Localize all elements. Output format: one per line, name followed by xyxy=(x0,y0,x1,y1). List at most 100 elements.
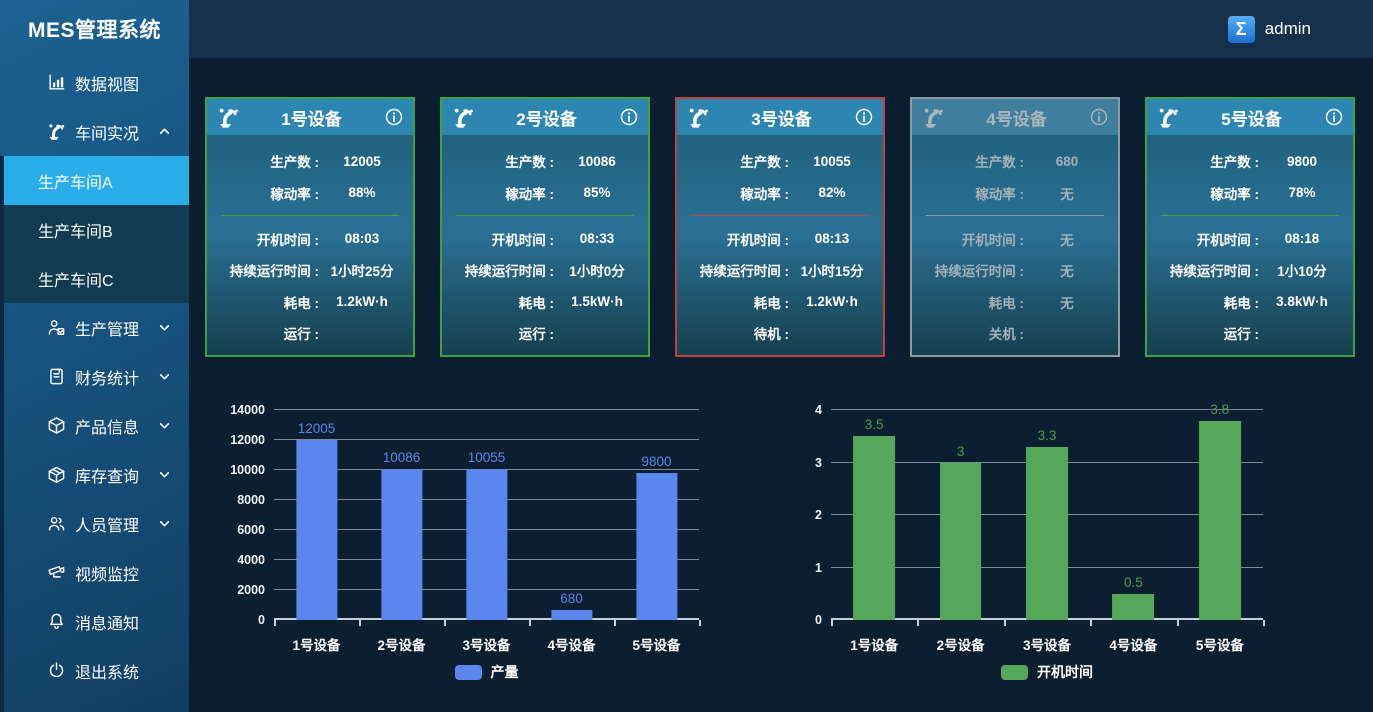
card-field-label: 持续运行时间 : xyxy=(1169,264,1259,279)
y-tick-label: 14000 xyxy=(230,403,265,417)
chart-plot: 0 1 2 3 4 3.5 3 3.3 0.5 3.8 xyxy=(815,402,1265,627)
bell-icon xyxy=(47,612,66,631)
sidebar-item-notifications[interactable]: 消息通知 xyxy=(0,597,189,646)
sidebar-subitem-workshop-c[interactable]: 生产车间C xyxy=(38,272,114,290)
sidebar-item-workshop-live[interactable]: 车间实况 xyxy=(0,107,189,156)
card-field-label: 持续运行时间 : xyxy=(229,264,319,279)
card-field-label: 开机时间 : xyxy=(491,232,554,248)
card-field-label: 稼动率 : xyxy=(270,186,319,202)
submenu-workshop-live: 生产车间A 生产车间B 生产车间C xyxy=(0,156,189,303)
card-field-label: 持续运行时间 : xyxy=(934,264,1024,279)
card-field-label: 生产数 : xyxy=(270,155,319,170)
bar[interactable] xyxy=(1198,420,1241,620)
card-divider xyxy=(221,215,399,216)
sidebar-item-production-mgmt[interactable]: 生产管理 xyxy=(0,303,189,352)
info-icon[interactable] xyxy=(1323,107,1344,128)
info-icon[interactable] xyxy=(853,107,874,128)
y-tick-label: 10000 xyxy=(230,463,265,477)
bar[interactable] xyxy=(635,473,678,620)
bar[interactable] xyxy=(939,462,982,620)
chart-plot: 0 2000 4000 6000 8000 10000 12000 14000 12005 100… xyxy=(230,403,701,627)
gridline xyxy=(274,409,699,410)
x-category-label: 3号设备 xyxy=(1023,638,1072,653)
x-category-label: 5号设备 xyxy=(1195,638,1244,653)
info-icon[interactable] xyxy=(383,107,404,128)
card-field-label: 开机时间 : xyxy=(1196,232,1259,248)
production-value: 12005 xyxy=(343,153,381,169)
card-field-label: 生产数 : xyxy=(505,155,554,170)
production-value: 10055 xyxy=(813,153,851,169)
bar[interactable] xyxy=(465,469,508,620)
bar[interactable] xyxy=(380,468,423,620)
legend-swatch xyxy=(1001,664,1028,680)
sidebar-item-label: 消息通知 xyxy=(75,615,140,633)
sidebar-subitem-workshop-a[interactable]: 生产车间A xyxy=(0,156,189,205)
chart-legend[interactable]: 开机时间 xyxy=(831,662,1263,682)
production-value: 9800 xyxy=(1286,153,1318,169)
device-card-body: 生产数 : 10086 稼动率 : 85% 开机时间 : 08:33 持续运行时间 : 1小时… xyxy=(442,135,648,355)
bar[interactable] xyxy=(853,436,896,620)
card-row: 生产数 : 10086 xyxy=(450,149,640,173)
user-menu[interactable]: Σ admin xyxy=(1227,15,1311,43)
chart-legend[interactable]: 产量 xyxy=(274,662,699,682)
x-axis-tick xyxy=(614,620,616,626)
sidebar-item-label: 人员管理 xyxy=(75,517,140,535)
start-time-value: 08:13 xyxy=(814,231,850,246)
bar[interactable] xyxy=(550,609,593,620)
sidebar-item-finance-stats[interactable]: 财务统计 xyxy=(0,352,189,401)
card-field-label: 开机时间 : xyxy=(961,232,1024,248)
card-row: 开机时间 : 08:18 xyxy=(1155,227,1345,251)
card-field-label: 稼动率 : xyxy=(975,186,1024,202)
sidebar-item-product-info[interactable]: 产品信息 xyxy=(0,401,189,450)
info-icon[interactable] xyxy=(1088,107,1109,128)
sidebar-subitem-workshop-b[interactable]: 生产车间B xyxy=(38,223,113,241)
chevron-up-icon xyxy=(158,125,171,138)
bar-value-label: 10055 xyxy=(467,450,506,466)
x-category-label: 1号设备 xyxy=(850,638,899,653)
sidebar-item-video-monitor[interactable]: 视频监控 xyxy=(0,548,189,597)
sidebar-item-label: 产品信息 xyxy=(75,419,140,437)
y-tick-label: 6000 xyxy=(237,523,265,537)
sidebar-item-inventory-query[interactable]: 库存查询 xyxy=(0,450,189,499)
bar-value-label: 3 xyxy=(956,443,965,459)
card-row: 生产数 : 12005 xyxy=(215,149,405,173)
bar[interactable] xyxy=(295,439,338,620)
card-row: 开机时间 : 无 xyxy=(920,227,1110,251)
robot-arm-icon xyxy=(216,105,240,129)
people-icon xyxy=(47,514,66,533)
info-icon[interactable] xyxy=(618,107,639,128)
card-field-label: 耗电 : xyxy=(283,295,319,311)
start-time-value: 08:03 xyxy=(344,231,380,246)
legend-label: 开机时间 xyxy=(1037,664,1093,680)
gridline xyxy=(831,409,1263,410)
sidebar-item-personnel-mgmt[interactable]: 人员管理 xyxy=(0,499,189,548)
card-row: 持续运行时间 : 无 xyxy=(920,258,1110,282)
card-field-label: 耗电 : xyxy=(753,295,789,311)
chevron-down-icon xyxy=(158,321,171,334)
card-row: 耗电 : 1.5kW·h xyxy=(450,290,640,314)
card-status-row: 运行 : xyxy=(1155,321,1345,345)
bar-value-label: 12005 xyxy=(297,420,336,436)
card-field-label: 生产数 : xyxy=(740,155,789,170)
device-card-4: 4号设备 生产数 :680 稼动率 : 无开机时间 : 无持续运行时间 : 无耗电 :无关… xyxy=(910,97,1120,357)
device-card-title: 2号设备 xyxy=(516,109,577,129)
card-row: 开机时间 : 08:03 xyxy=(215,227,405,251)
start-time-value: 无 xyxy=(1060,232,1074,248)
bar[interactable] xyxy=(1026,446,1068,620)
user-name: admin xyxy=(1264,19,1311,38)
bar-value-label: 0.5 xyxy=(1124,574,1143,590)
x-category-labels: 1号设备 2号设备 3号设备 4号设备 5号设备 xyxy=(831,634,1263,654)
sidebar-item-data-view[interactable]: 数据视图 xyxy=(0,58,189,107)
utilization-value: 无 xyxy=(1060,186,1074,202)
card-row: 持续运行时间 : 1小10分 xyxy=(1155,258,1345,282)
bar[interactable] xyxy=(1112,593,1155,620)
x-axis-tick xyxy=(831,620,833,626)
card-divider xyxy=(691,215,869,216)
production-chart: 0 2000 4000 6000 8000 10000 12000 14000 12005 100… xyxy=(195,390,775,712)
x-category-label: 4号设备 xyxy=(547,638,596,653)
y-tick-label: 2000 xyxy=(237,583,265,597)
x-axis-tick xyxy=(1263,620,1265,626)
card-field-label: 稼动率 : xyxy=(740,186,789,202)
sidebar-item-logout[interactable]: 退出系统 xyxy=(0,646,189,695)
legend-swatch xyxy=(454,664,482,680)
